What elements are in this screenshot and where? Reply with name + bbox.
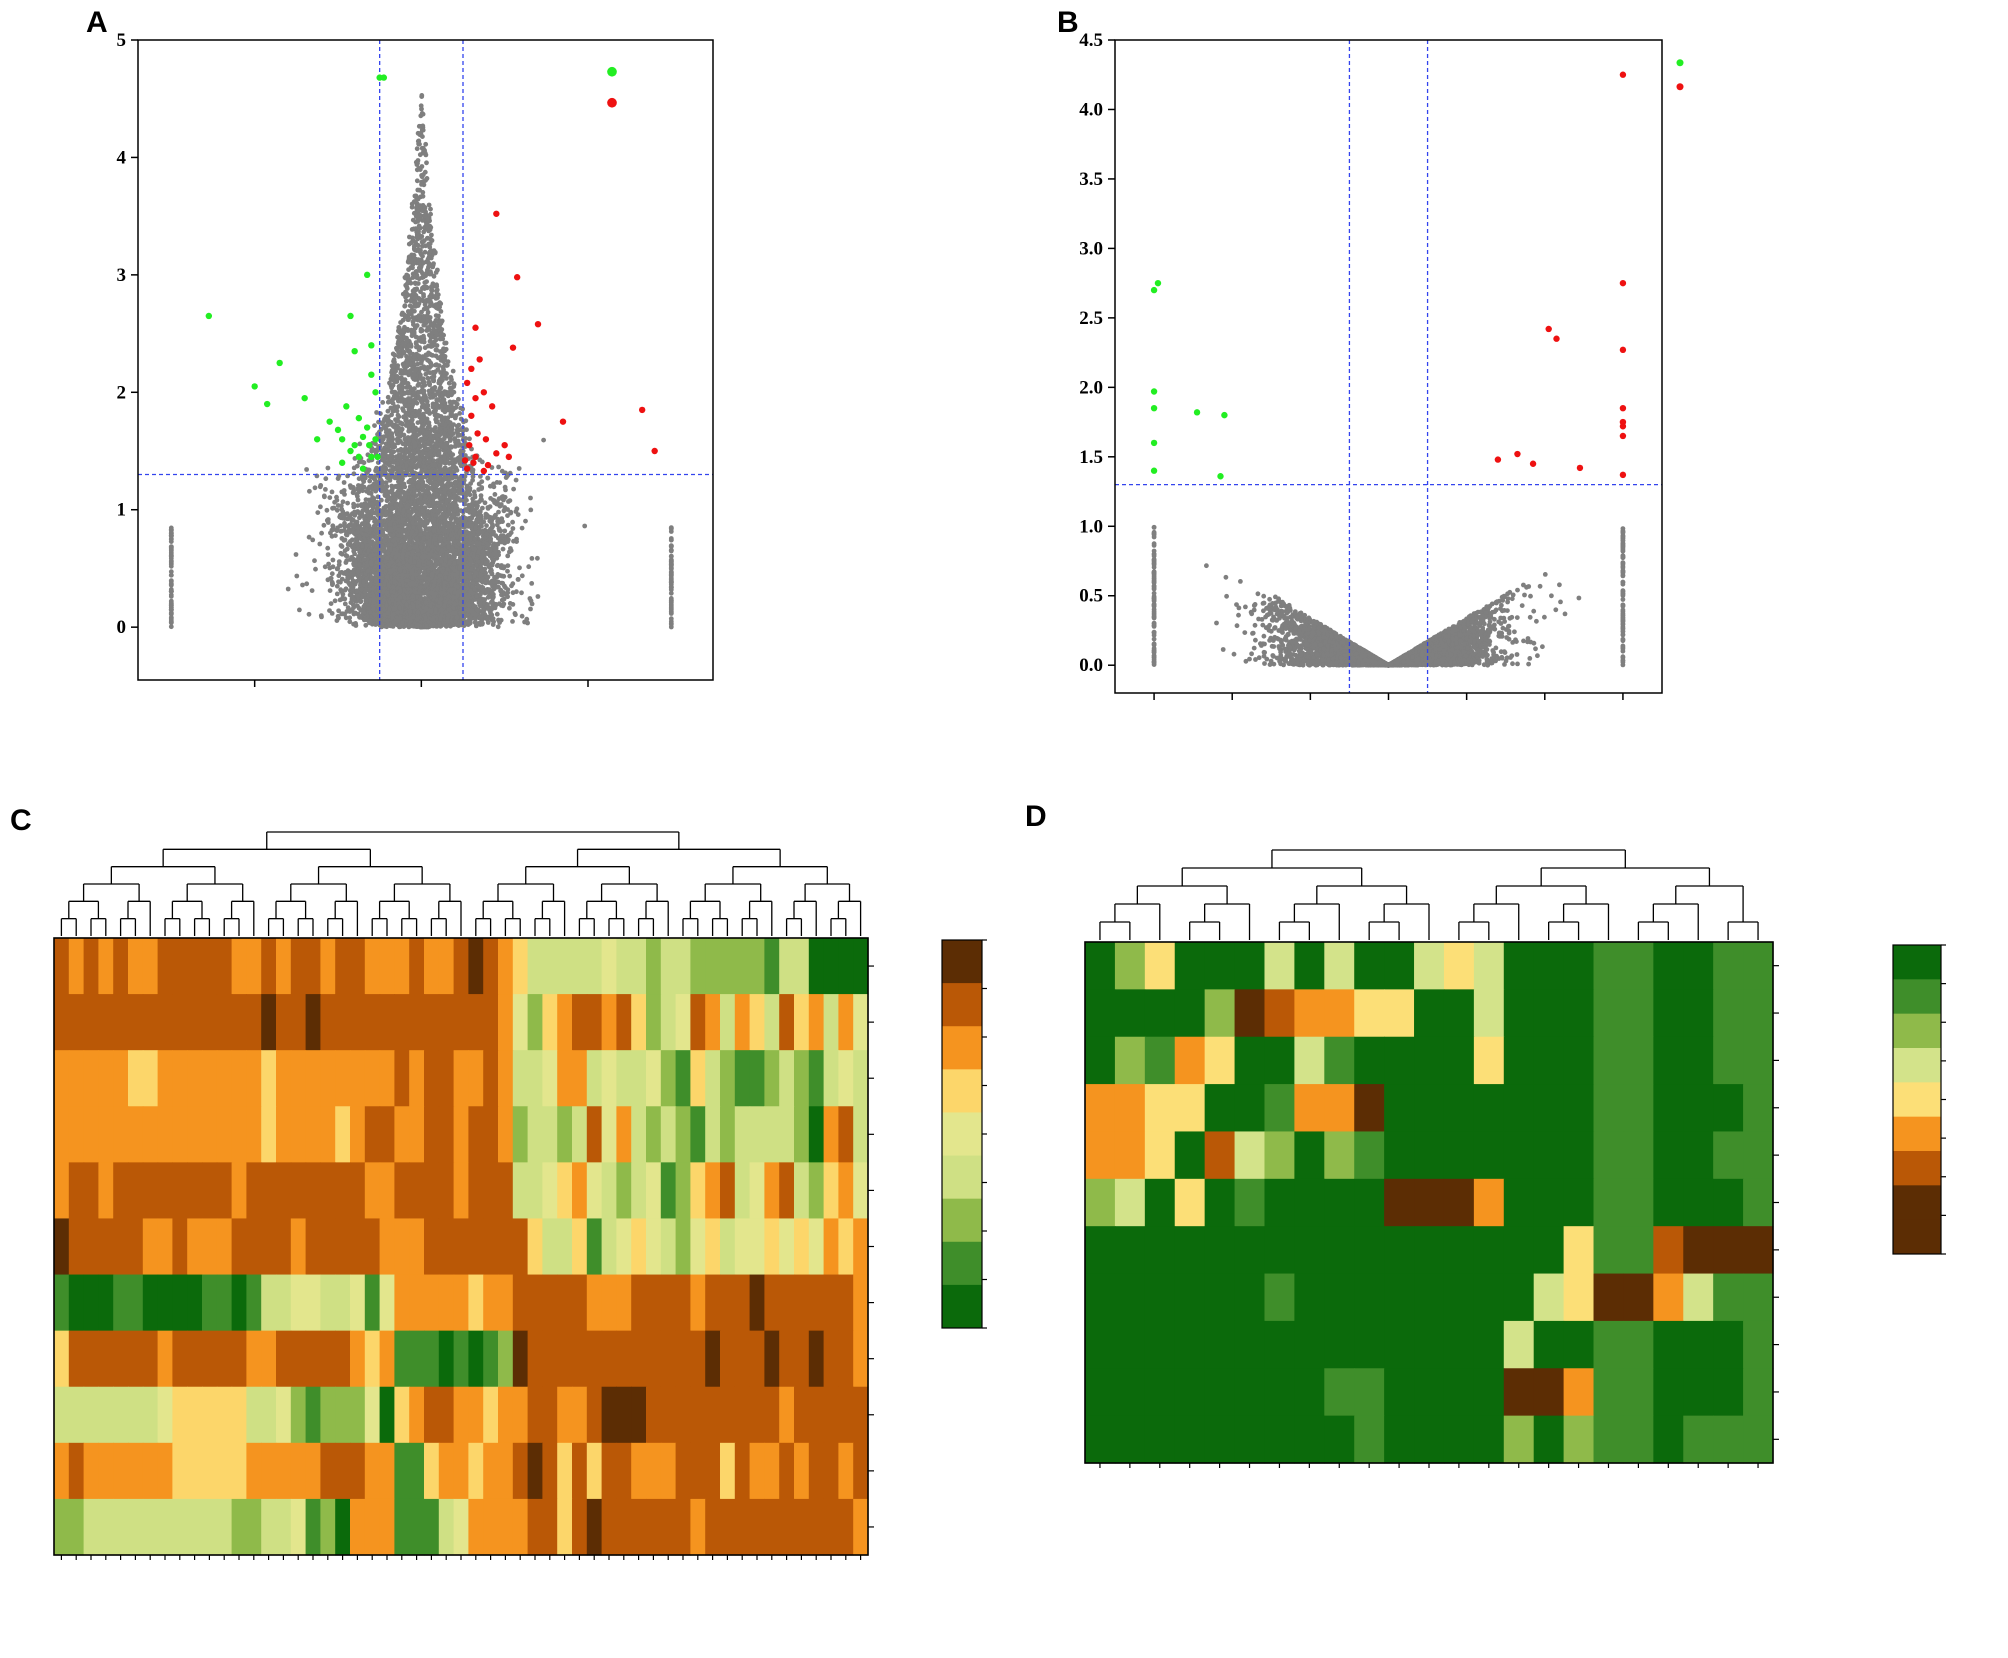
bg-point: [380, 400, 386, 405]
bg-point: [419, 182, 424, 187]
bg-point: [507, 605, 512, 611]
bg-point: [528, 495, 533, 501]
bg-point: [505, 568, 510, 574]
bg-point: [319, 530, 324, 536]
bg-point: [329, 489, 335, 495]
panel-label-b: B: [1057, 6, 1079, 39]
bg-point: [317, 541, 323, 547]
bg-point: [408, 298, 413, 304]
bg-point: [429, 363, 434, 368]
panel-label-d: D: [1025, 800, 1047, 833]
bg-point: [327, 565, 333, 571]
bg-point: [428, 206, 433, 212]
bg-point: [309, 588, 315, 593]
bg-point: [399, 421, 405, 427]
bg-point: [327, 588, 333, 593]
bg-point: [510, 590, 516, 596]
bg-point: [418, 103, 424, 109]
bg-point: [424, 160, 429, 166]
bg-point: [328, 601, 334, 606]
bg-point: [492, 492, 498, 497]
bg-point: [386, 414, 391, 420]
bg-point: [459, 433, 465, 438]
bg-point: [529, 556, 535, 561]
bg-point: [300, 582, 305, 588]
bg-point: [490, 622, 496, 627]
bg-point: [313, 566, 318, 572]
bg-point: [434, 362, 439, 367]
bg-point: [319, 614, 324, 620]
bg-point: [293, 552, 299, 557]
bg-point: [417, 141, 422, 147]
bg-point: [511, 486, 516, 492]
bg-point: [325, 545, 331, 551]
bg-point: [332, 598, 338, 604]
bg-point: [421, 306, 427, 312]
bg-point: [341, 480, 347, 485]
bg-point: [325, 465, 331, 471]
bg-point: [500, 546, 506, 552]
bg-point: [496, 464, 501, 470]
bg-point: [398, 320, 403, 325]
bg-point: [425, 375, 431, 381]
bg-point: [582, 523, 588, 529]
bg-point: [447, 438, 453, 443]
bg-point: [367, 478, 373, 484]
bg-point: [321, 522, 327, 528]
bg-point: [415, 281, 421, 286]
background-points: [168, 93, 674, 630]
bg-point: [429, 232, 434, 238]
bg-point: [323, 487, 328, 492]
bg-point: [515, 577, 521, 582]
bg-point: [322, 564, 328, 570]
bg-point: [503, 487, 508, 493]
bg-point: [363, 497, 369, 502]
bg-point: [523, 518, 528, 524]
bg-point: [422, 280, 428, 285]
bg-point: [457, 411, 463, 416]
bg-point: [502, 528, 508, 534]
bg-point: [488, 496, 493, 501]
bg-point: [414, 178, 420, 184]
bg-point: [526, 564, 532, 570]
bg-point: [505, 563, 511, 568]
bg-point: [450, 368, 456, 374]
bg-point: [379, 439, 385, 445]
bg-point: [339, 544, 345, 549]
bg-point: [484, 523, 489, 528]
bg-point: [438, 385, 444, 391]
panel-label-a: A: [86, 6, 108, 39]
bg-point: [330, 557, 336, 563]
bg-point: [529, 581, 535, 586]
bg-point: [535, 555, 540, 561]
bg-point: [423, 141, 429, 147]
bg-point: [345, 605, 351, 611]
bg-point: [343, 560, 349, 565]
bg-point: [297, 607, 302, 613]
bg-point: [351, 471, 357, 477]
bg-point: [535, 594, 541, 599]
bg-point: [528, 507, 534, 513]
bg-point: [505, 594, 510, 600]
bg-point: [312, 485, 318, 491]
bg-point: [519, 613, 525, 619]
bg-point: [414, 146, 420, 152]
bg-point: [334, 618, 340, 623]
bg-point: [342, 601, 348, 607]
bg-point: [454, 467, 460, 473]
bg-point: [323, 476, 329, 482]
bg-point: [325, 552, 331, 557]
panel-label-c: C: [10, 804, 32, 837]
bg-point: [395, 341, 401, 347]
bg-point: [472, 620, 478, 626]
bg-point: [372, 423, 377, 428]
bg-point: [495, 624, 501, 630]
bg-point: [467, 436, 472, 442]
bg-point: [329, 611, 335, 616]
bg-point: [417, 152, 423, 158]
